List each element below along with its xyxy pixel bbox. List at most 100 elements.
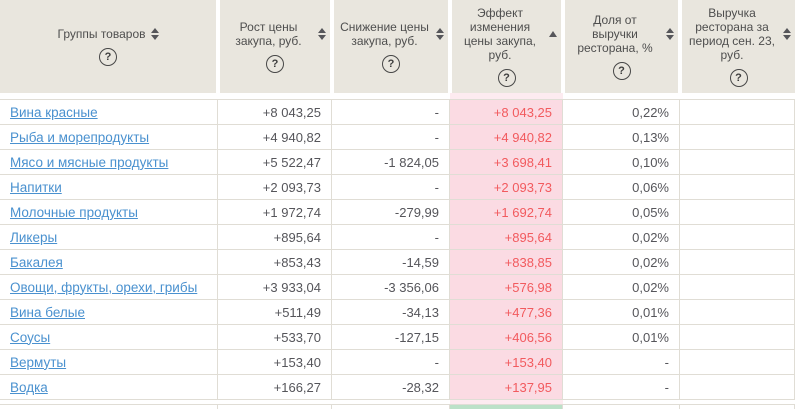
revenue-cell — [680, 325, 795, 349]
column-header-restaurant-revenue[interactable]: Выручка ресторана за период сен. 23, руб… — [682, 0, 795, 93]
group-cell: Вина красные — [0, 100, 218, 124]
decrease-cell: -14,59 — [332, 250, 450, 274]
group-link[interactable]: Молочные продукты — [10, 204, 138, 220]
group-cell: Бакалея — [0, 250, 218, 274]
decrease-cell: - — [332, 225, 450, 249]
help-icon[interactable]: ? — [729, 69, 748, 87]
share-cell: 0,22% — [563, 100, 680, 124]
group-link[interactable]: Вермуты — [10, 354, 67, 370]
sort-ascending-icon[interactable] — [549, 31, 557, 37]
help-icon[interactable]: ? — [497, 69, 516, 87]
sort-both-icon[interactable] — [318, 28, 326, 40]
table-row: Напитки +2 093,73 - +2 093,73 0,06% — [0, 175, 795, 200]
group-link[interactable]: Бакалея — [10, 254, 63, 270]
help-icon[interactable]: ? — [612, 62, 631, 80]
share-cell: 0,02% — [563, 250, 680, 274]
group-cell: Соусы — [0, 325, 218, 349]
column-header-label: Доля от выручки ресторана, % — [577, 13, 653, 55]
column-header-product-groups[interactable]: Группы товаров ? — [0, 0, 216, 93]
growth-cell: +166,27 — [218, 375, 332, 399]
group-link[interactable]: Рыба и морепродукты — [10, 129, 150, 145]
decrease-cell: -34,13 — [332, 300, 450, 324]
revenue-cell — [680, 250, 795, 274]
table-row: Бакалея +853,43 -14,59 +838,85 0,02% — [0, 250, 795, 275]
group-link[interactable]: Вина красные — [10, 104, 98, 120]
growth-cell: +3 933,04 — [218, 275, 332, 299]
share-cell: 0,01% — [563, 325, 680, 349]
revenue-cell — [680, 275, 795, 299]
effect-cell: +3 698,41 — [450, 150, 563, 174]
growth-cell: +153,40 — [218, 350, 332, 374]
share-cell: 0,13% — [563, 125, 680, 149]
column-header-label: Эффект изменения цены закупа, руб. — [463, 6, 537, 62]
sort-both-icon[interactable] — [150, 28, 159, 40]
table-row: Водка +166,27 -28,32 +137,95 - — [0, 375, 795, 400]
body-bottom-gap — [0, 400, 795, 404]
revenue-cell — [680, 175, 795, 199]
effect-cell: +1 692,74 — [450, 200, 563, 224]
share-cell: 0,06% — [563, 175, 680, 199]
effect-cell: +576,98 — [450, 275, 563, 299]
revenue-cell — [680, 125, 795, 149]
effect-cell: +838,85 — [450, 250, 563, 274]
share-cell: 0,10% — [563, 150, 680, 174]
group-cell: Рыба и морепродукты — [0, 125, 218, 149]
decrease-cell: -28,32 — [332, 375, 450, 399]
share-cell: 0,01% — [563, 300, 680, 324]
effect-cell: +8 043,25 — [450, 100, 563, 124]
decrease-cell: -127,15 — [332, 325, 450, 349]
revenue-cell — [680, 200, 795, 224]
group-cell: Ликеры — [0, 225, 218, 249]
group-link[interactable]: Ликеры — [10, 229, 58, 245]
column-header-price-decrease[interactable]: Снижение цены закупа, руб. ? — [334, 0, 448, 93]
group-link[interactable]: Напитки — [10, 179, 62, 195]
group-link[interactable]: Соусы — [10, 329, 51, 345]
effect-cell: +137,95 — [450, 375, 563, 399]
sort-both-icon[interactable] — [783, 28, 791, 40]
table-row: Молочные продукты +1 972,74 -279,99 +1 6… — [0, 200, 795, 225]
group-link[interactable]: Мясо и мясные продукты — [10, 154, 169, 170]
share-cell: 0,02% — [563, 275, 680, 299]
effect-column-highlight — [450, 400, 563, 404]
table-header: Группы товаров ? Рост цены закупа, руб. … — [0, 0, 795, 93]
growth-cell: +853,43 — [218, 250, 332, 274]
growth-cell: +511,49 — [218, 300, 332, 324]
table-row: Мясо и мясные продукты +5 522,47 -1 824,… — [0, 150, 795, 175]
revenue-cell — [680, 375, 795, 399]
growth-cell: +2 093,73 — [218, 175, 332, 199]
decrease-cell: -3 356,06 — [332, 275, 450, 299]
group-link[interactable]: Вина белые — [10, 304, 85, 320]
column-header-revenue-share[interactable]: Доля от выручки ресторана, % ? — [565, 0, 678, 93]
column-header-price-effect[interactable]: Эффект изменения цены закупа, руб. ? — [452, 0, 561, 93]
effect-cell-negative — [450, 405, 563, 409]
column-header-label: Рост цены закупа, руб. — [235, 20, 302, 48]
effect-cell: +895,64 — [450, 225, 563, 249]
share-cell: 0,02% — [563, 225, 680, 249]
column-header-label: Выручка ресторана за период сен. 23, руб… — [689, 6, 775, 62]
effect-cell: +4 940,82 — [450, 125, 563, 149]
effect-cell: +477,36 — [450, 300, 563, 324]
group-link[interactable]: Овощи, фрукты, орехи, грибы — [10, 279, 198, 295]
group-link[interactable]: Водка — [10, 379, 48, 395]
share-cell: - — [563, 375, 680, 399]
partial-next-row — [0, 404, 795, 409]
group-cell: Молочные продукты — [0, 200, 218, 224]
table-body: Вина красные +8 043,25 - +8 043,25 0,22%… — [0, 99, 795, 400]
effect-column-highlight — [450, 93, 563, 99]
help-icon[interactable]: ? — [382, 55, 400, 73]
help-icon[interactable]: ? — [99, 48, 117, 66]
sort-both-icon[interactable] — [436, 28, 444, 40]
group-cell: Напитки — [0, 175, 218, 199]
share-cell: 0,05% — [563, 200, 680, 224]
column-header-price-growth[interactable]: Рост цены закупа, руб. ? — [220, 0, 330, 93]
sort-both-icon[interactable] — [666, 28, 674, 40]
revenue-cell — [680, 350, 795, 374]
decrease-cell: - — [332, 125, 450, 149]
growth-cell: +533,70 — [218, 325, 332, 349]
growth-cell: +5 522,47 — [218, 150, 332, 174]
table-row: Ликеры +895,64 - +895,64 0,02% — [0, 225, 795, 250]
column-header-label: Снижение цены закупа, руб. — [340, 20, 429, 48]
help-icon[interactable]: ? — [266, 55, 284, 73]
table-row: Овощи, фрукты, орехи, грибы +3 933,04 -3… — [0, 275, 795, 300]
